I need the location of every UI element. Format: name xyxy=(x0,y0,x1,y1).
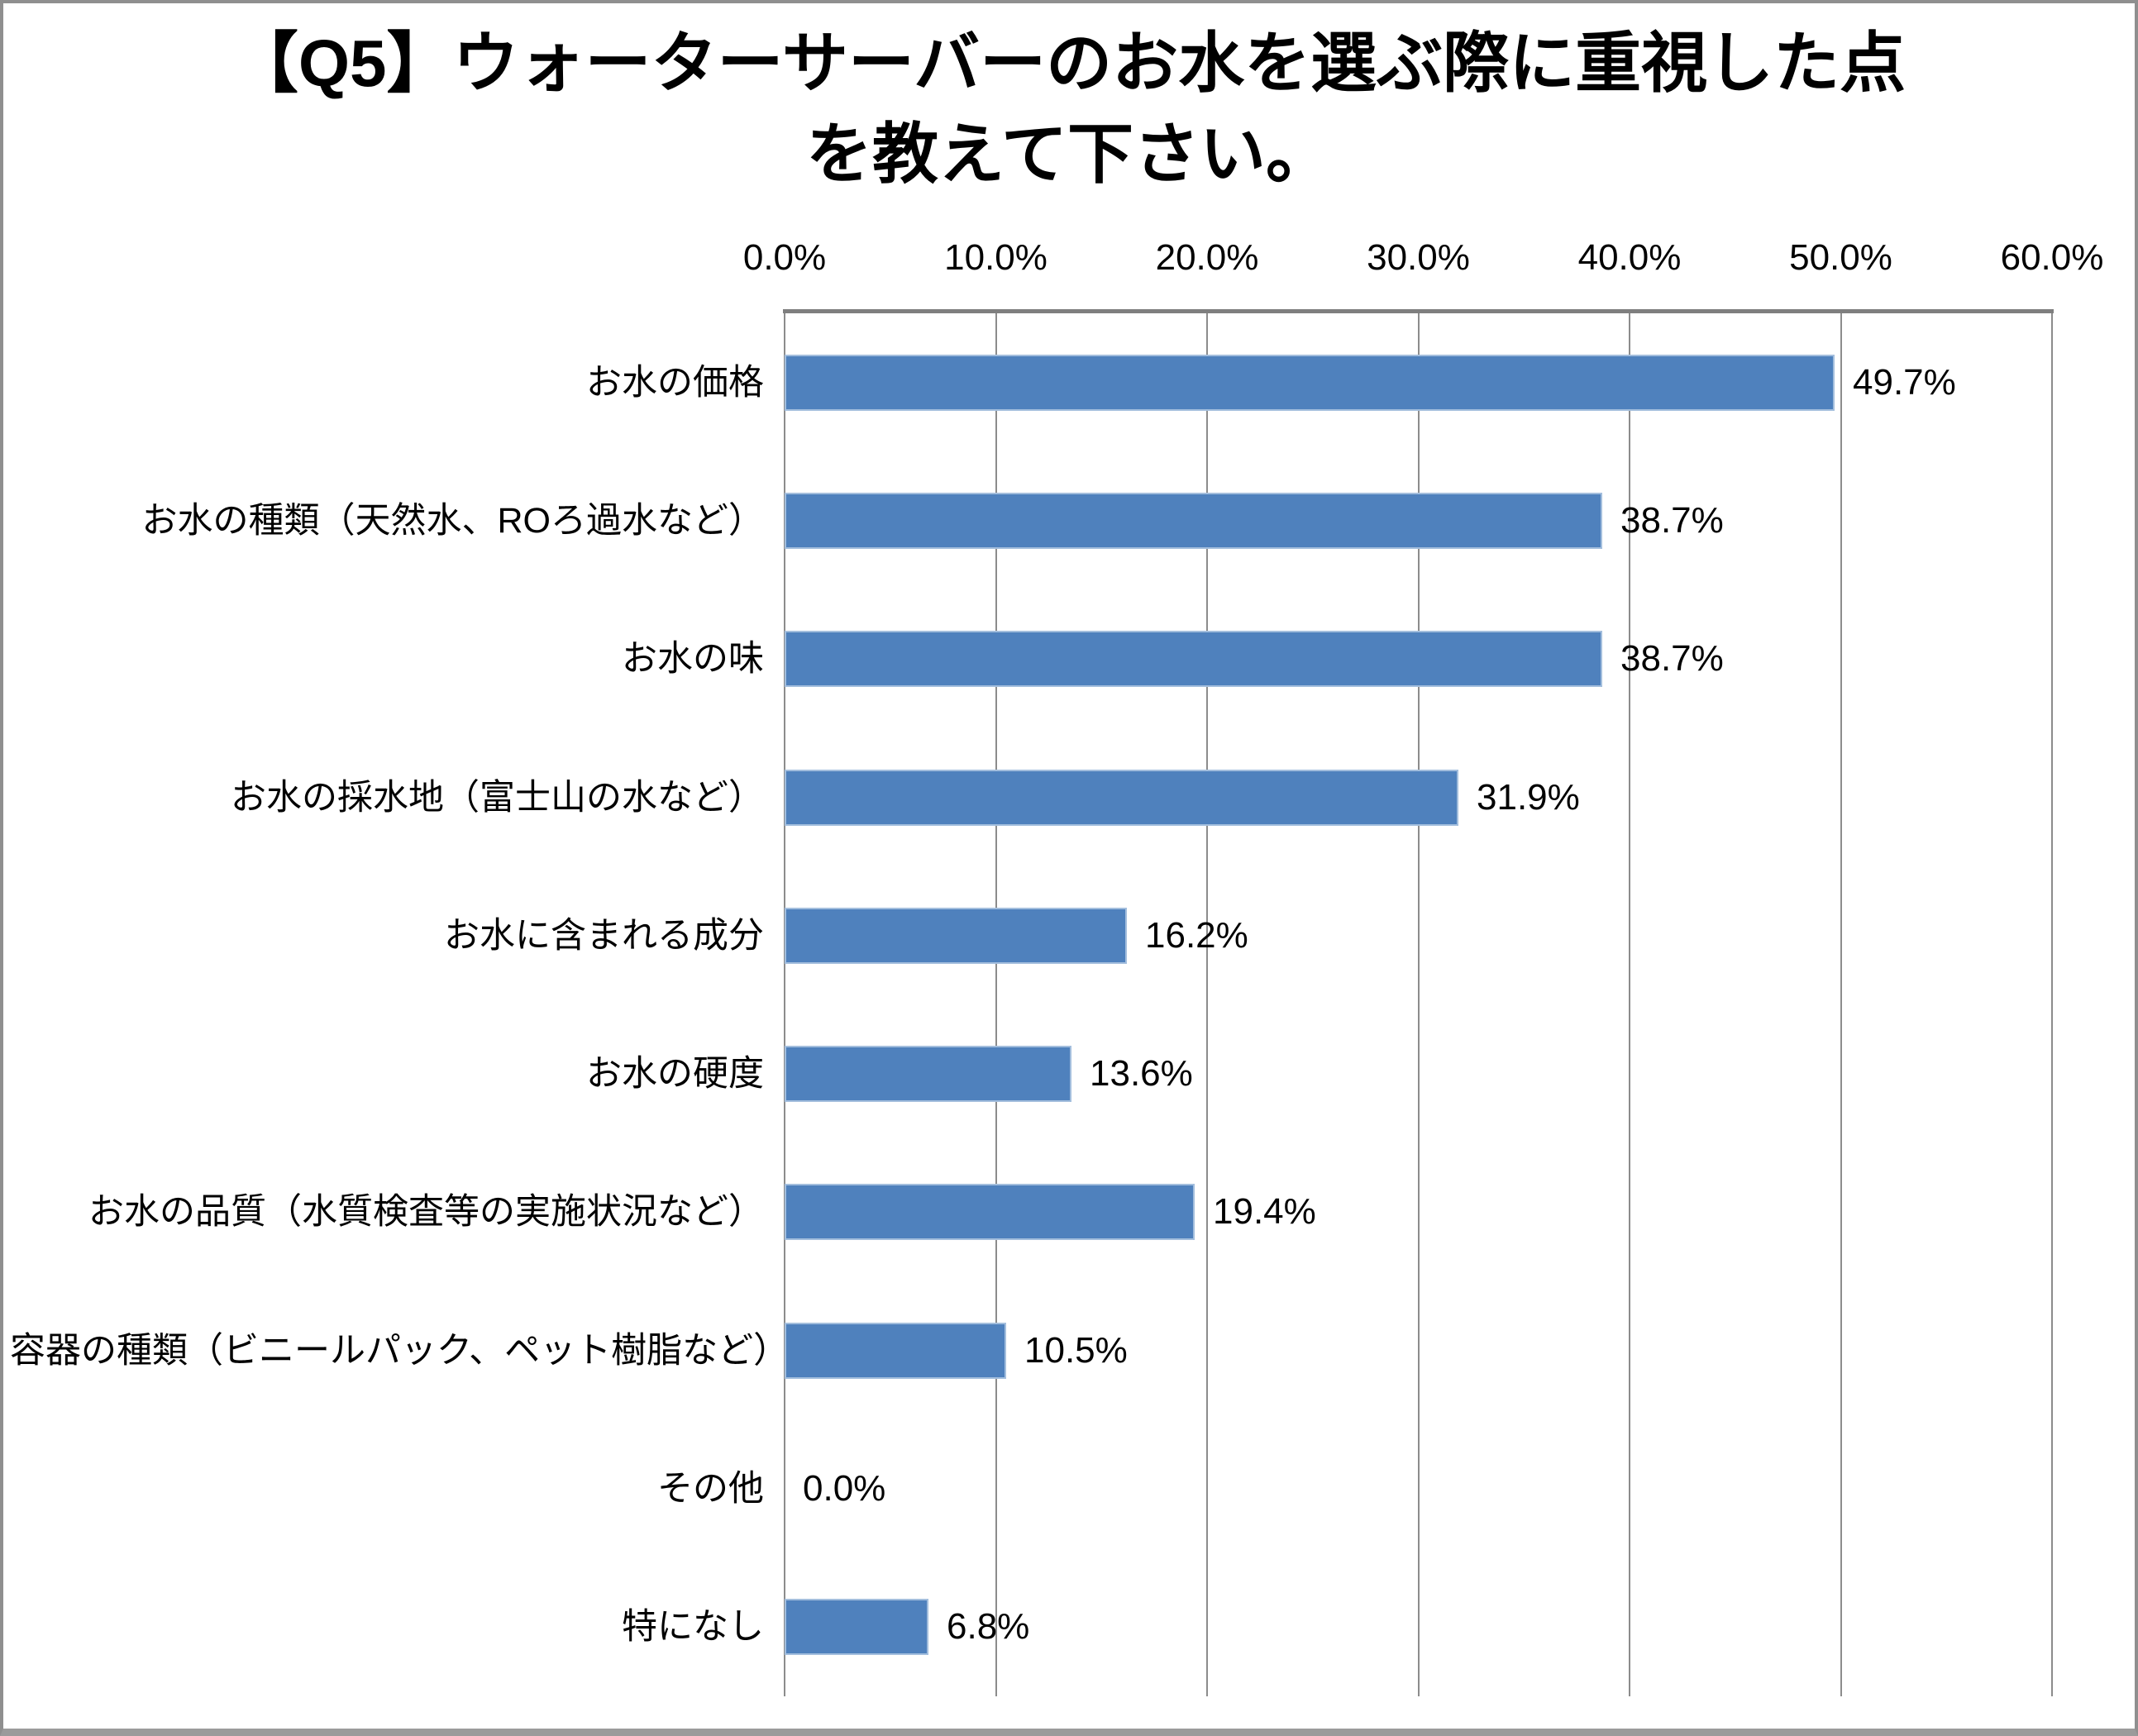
x-axis-tick-label: 0.0% xyxy=(742,237,827,278)
value-label: 16.2% xyxy=(1145,915,1248,956)
chart-title: 【Q5】ウォーターサーバーのお水を選ぶ際に重視した点 を教えて下さい。 xyxy=(3,18,2135,201)
category-label: 容器の種類（ビニールパック、ペット樹脂など） xyxy=(10,1331,790,1371)
value-label: 49.7% xyxy=(1853,362,1956,403)
bar xyxy=(785,493,1602,549)
category-label: お水の味 xyxy=(622,639,764,679)
bar xyxy=(785,355,1835,411)
gridline xyxy=(1840,313,1842,1696)
value-label: 38.7% xyxy=(1620,638,1724,679)
x-axis-tick-label: 60.0% xyxy=(2000,237,2104,278)
x-axis-tick-label: 20.0% xyxy=(1155,237,1259,278)
chart-title-line1: 【Q5】ウォーターサーバーのお水を選ぶ際に重視した点 xyxy=(231,26,1907,100)
bar xyxy=(785,1046,1071,1102)
bar xyxy=(785,1599,928,1655)
x-axis-tick-label: 40.0% xyxy=(1577,237,1682,278)
x-axis-line xyxy=(783,309,2054,313)
bar xyxy=(785,1323,1006,1379)
value-label: 19.4% xyxy=(1213,1191,1316,1232)
bar xyxy=(785,1184,1195,1240)
gridline xyxy=(784,313,785,1696)
value-label: 31.9% xyxy=(1477,777,1580,818)
category-label: お水の種類（天然水、ROろ過水など） xyxy=(141,501,765,541)
category-label: お水の価格 xyxy=(586,363,764,403)
value-label: 6.8% xyxy=(947,1606,1030,1647)
x-axis-tick-label: 50.0% xyxy=(1789,237,1892,278)
value-label: 13.6% xyxy=(1090,1053,1193,1094)
value-label: 10.5% xyxy=(1024,1330,1128,1371)
bar xyxy=(785,631,1602,687)
x-axis-tick-label: 30.0% xyxy=(1367,237,1470,278)
category-label: 特になし xyxy=(622,1607,764,1647)
category-label: お水の品質（水質検査等の実施状況など） xyxy=(88,1192,764,1232)
gridline xyxy=(2051,313,2053,1696)
x-axis-tick-label: 10.0% xyxy=(944,237,1048,278)
gridline xyxy=(1629,313,1630,1696)
chart-title-line2: を教えて下さい。 xyxy=(806,117,1332,192)
gridline xyxy=(995,313,997,1696)
gridline xyxy=(1417,313,1420,1696)
gridline xyxy=(1206,313,1208,1696)
value-label: 38.7% xyxy=(1620,500,1724,541)
category-label: お水の硬度 xyxy=(586,1054,764,1094)
category-label: お水の採水地（富士山の水など） xyxy=(231,778,764,818)
bar xyxy=(785,908,1127,964)
category-label: お水に含まれる成分 xyxy=(444,916,764,956)
bar xyxy=(785,770,1458,826)
value-label: 0.0% xyxy=(803,1468,886,1509)
category-label: その他 xyxy=(657,1469,764,1509)
